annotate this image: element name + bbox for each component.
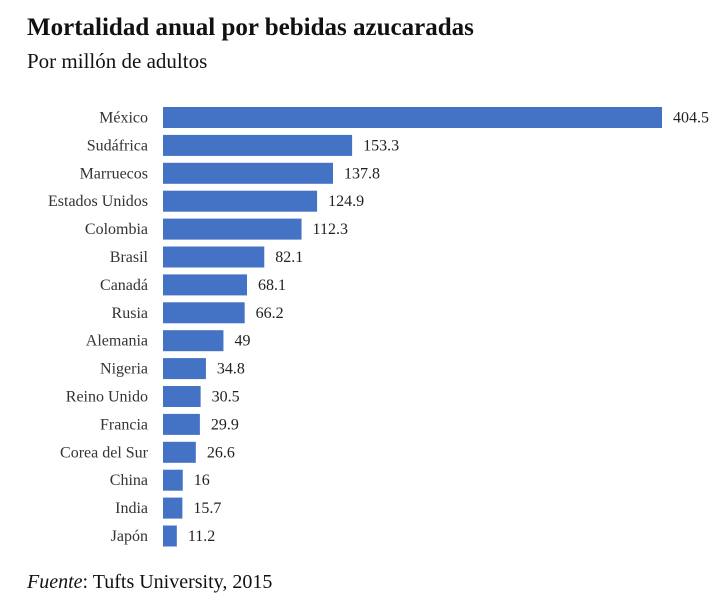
- bar: [163, 525, 177, 547]
- source-text: : Tufts University, 2015: [82, 571, 273, 593]
- category-label: Francia: [100, 416, 148, 433]
- value-label: 49: [234, 333, 250, 350]
- value-label: 15.7: [193, 500, 221, 517]
- category-label: Nigeria: [100, 361, 148, 378]
- bar: [163, 218, 302, 240]
- source-note: Fuente: Tufts University, 2015: [27, 571, 272, 594]
- category-label: Corea del Sur: [60, 444, 149, 461]
- category-label: Estados Unidos: [48, 193, 148, 210]
- category-label: Japón: [111, 528, 148, 545]
- category-label: China: [110, 472, 148, 489]
- value-label: 16: [194, 472, 210, 489]
- bar: [163, 107, 662, 128]
- value-label: 82.1: [275, 249, 303, 266]
- category-label: Alemania: [86, 333, 148, 350]
- bar: [163, 386, 201, 407]
- category-label: India: [115, 500, 148, 517]
- category-label: Canadá: [100, 277, 148, 294]
- value-label: 26.6: [207, 444, 235, 461]
- value-label: 66.2: [256, 305, 284, 322]
- bar: [163, 497, 183, 519]
- value-label: 30.5: [212, 389, 240, 406]
- category-label: Marruecos: [80, 165, 148, 182]
- bar: [163, 162, 333, 184]
- value-label: 404.5: [673, 110, 709, 127]
- bar: [163, 330, 224, 352]
- bar: [163, 469, 183, 491]
- bar: [163, 302, 245, 324]
- value-label: 68.1: [258, 277, 286, 294]
- value-label: 124.9: [328, 193, 364, 210]
- bar: [163, 190, 318, 212]
- bar: [163, 246, 265, 268]
- category-label: Reino Unido: [66, 389, 148, 406]
- value-label: 11.2: [188, 528, 215, 545]
- source-label: Fuente: [27, 571, 83, 593]
- category-label: México: [99, 110, 148, 127]
- chart-title: Mortalidad anual por bebidas azucaradas: [27, 14, 474, 41]
- value-label: 137.8: [344, 165, 380, 182]
- category-label: Brasil: [110, 249, 149, 266]
- bar: [163, 134, 353, 156]
- value-label: 112.3: [313, 221, 348, 238]
- bar: [163, 413, 200, 435]
- bar: [163, 441, 196, 463]
- bar: [163, 358, 206, 380]
- category-label: Rusia: [112, 305, 148, 322]
- category-label: Sudáfrica: [87, 137, 148, 154]
- chart-subtitle: Por millón de adultos: [27, 49, 208, 73]
- value-label: 34.8: [217, 361, 245, 378]
- category-label: Colombia: [85, 221, 148, 238]
- value-label: 29.9: [211, 416, 239, 433]
- bar: [163, 274, 248, 296]
- value-label: 153.3: [363, 137, 399, 154]
